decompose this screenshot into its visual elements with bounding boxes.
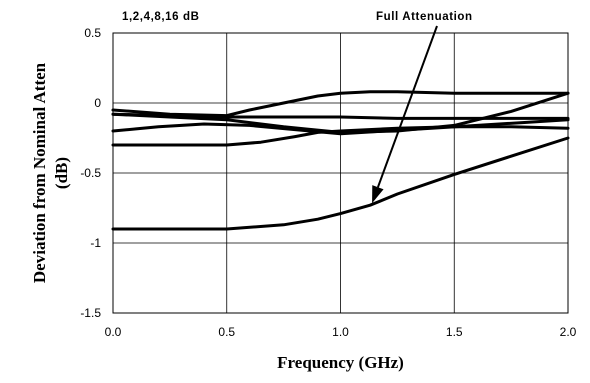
annotation-label-right: Full Attenuation	[376, 11, 473, 23]
series-line	[111, 136, 570, 231]
x-axis-title: Frequency (GHz)	[277, 353, 404, 372]
tick-labels: 0.0 0.5 1.0 1.5 2.0 0.5 0 -0.5 -1 -1.5	[80, 26, 576, 339]
plot-frame	[112, 32, 569, 314]
y-axis-title-line1: Deviation from Nominal Atten	[30, 62, 49, 283]
x-tick-label: 0.0	[105, 325, 122, 339]
x-tick-label: 1.0	[332, 325, 349, 339]
y-tick-label: -1.5	[80, 306, 101, 320]
annotation-arrow	[372, 25, 438, 204]
y-tick-label: 0	[94, 96, 101, 110]
series-line	[111, 112, 570, 120]
grid	[112, 32, 569, 314]
series-group	[111, 90, 570, 231]
series-line	[111, 118, 570, 136]
y-tick-label: -1	[90, 236, 101, 250]
y-tick-label: -0.5	[80, 166, 101, 180]
arrow-head	[372, 185, 384, 204]
annotation-label-left: 1,2,4,8,16 dB	[122, 11, 199, 23]
series-line	[111, 125, 570, 147]
x-tick-label: 1.5	[446, 325, 463, 339]
arrow-shaft	[376, 25, 438, 188]
x-tick-label: 0.5	[218, 325, 235, 339]
y-axis-title-line2: (dB)	[52, 157, 71, 189]
y-tick-label: 0.5	[84, 26, 101, 40]
x-tick-label: 2.0	[560, 325, 577, 339]
